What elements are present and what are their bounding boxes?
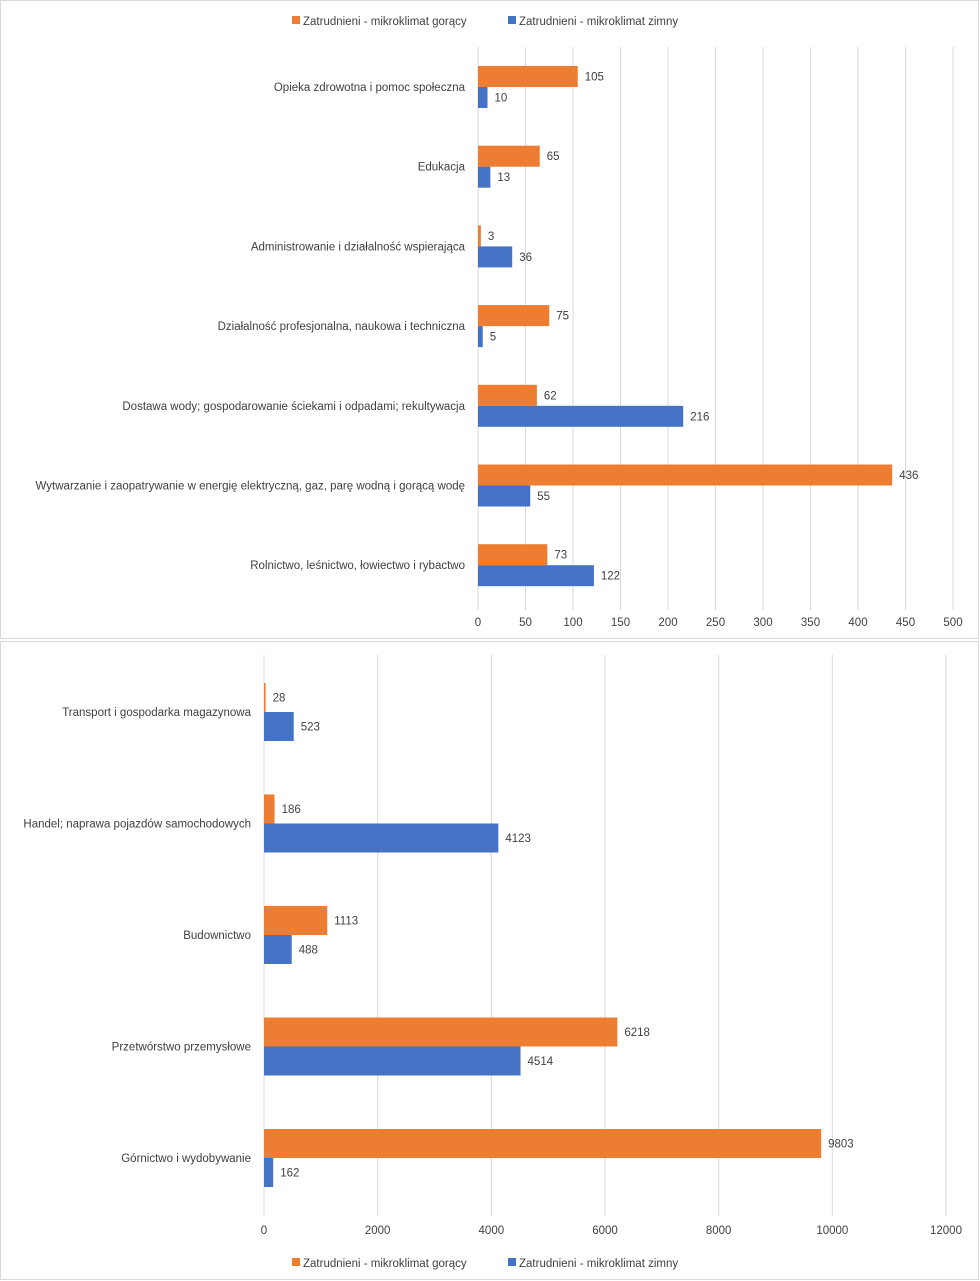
x-tick-label: 250	[706, 617, 725, 629]
x-tick-label: 300	[753, 617, 772, 629]
data-label: 3	[488, 231, 494, 243]
category-label: Działalność profesjonalna, naukowa i tec…	[218, 321, 466, 333]
x-tick-label: 0	[261, 1225, 267, 1237]
data-label: 13	[497, 172, 510, 184]
bar-hot	[478, 305, 550, 327]
bar-hot	[478, 66, 578, 87]
data-label: 62	[544, 390, 557, 402]
x-tick-label: 8000	[706, 1225, 732, 1237]
category-label: Dostawa wody; gospodarowanie ściekami i …	[122, 401, 465, 413]
x-tick-label: 350	[801, 617, 820, 629]
data-label: 4514	[528, 1056, 554, 1068]
x-tick-label: 50	[519, 617, 532, 629]
bar-hot	[478, 145, 540, 167]
category-label: Transport i gospodarka magazynowa	[62, 707, 251, 719]
x-tick-label: 450	[896, 617, 915, 629]
bar-hot	[264, 794, 275, 824]
bar-cold	[478, 246, 513, 268]
bar-hot	[478, 544, 548, 566]
bottom-chart-frame	[0, 641, 979, 1280]
data-label: 36	[519, 252, 532, 264]
legend-swatch-hot	[292, 1258, 300, 1266]
data-label: 4123	[505, 833, 531, 845]
x-tick-label: 150	[611, 617, 630, 629]
bar-hot	[264, 683, 266, 712]
bar-cold	[478, 87, 488, 108]
category-label: Opieka zdrowotna i pomoc społeczna	[274, 82, 466, 94]
category-label: Budownictwo	[183, 930, 251, 942]
x-tick-label: 10000	[816, 1225, 848, 1237]
data-label: 55	[537, 491, 550, 503]
x-tick-label: 400	[848, 617, 867, 629]
data-label: 186	[282, 804, 301, 816]
category-label: Rolnictwo, leśnictwo, łowiectwo i rybact…	[250, 560, 465, 572]
bar-hot	[478, 384, 537, 406]
data-label: 488	[299, 945, 318, 957]
x-tick-label: 500	[943, 617, 962, 629]
data-label: 5	[490, 332, 496, 344]
bar-cold	[264, 1158, 274, 1187]
data-label: 162	[280, 1168, 299, 1180]
data-label: 436	[899, 470, 918, 482]
bar-cold	[478, 166, 491, 188]
x-tick-label: 4000	[479, 1225, 505, 1237]
bar-hot	[264, 1129, 822, 1158]
bar-hot	[264, 1017, 618, 1047]
category-label: Górnictwo i wydobywanie	[121, 1153, 251, 1165]
data-label: 9803	[828, 1139, 854, 1151]
category-label: Przetwórstwo przemysłowe	[112, 1042, 251, 1054]
x-tick-label: 0	[475, 617, 481, 629]
data-label: 6218	[624, 1027, 650, 1039]
legend-swatch-cold	[508, 1258, 516, 1266]
x-tick-label: 100	[563, 617, 582, 629]
bar-cold	[478, 326, 483, 348]
x-tick-label: 2000	[365, 1225, 391, 1237]
data-label: 1113	[334, 916, 358, 928]
bar-hot	[478, 225, 481, 247]
bar-cold	[264, 823, 499, 853]
legend-label: Zatrudnieni - mikroklimat zimny	[519, 1258, 678, 1270]
category-label: Edukacja	[418, 162, 466, 174]
legend-swatch-hot	[292, 16, 300, 24]
bar-cold	[478, 405, 684, 427]
category-label: Wytwarzanie i zaopatrywanie w energię el…	[36, 481, 465, 493]
x-tick-label: 12000	[930, 1225, 962, 1237]
data-label: 65	[547, 151, 560, 163]
legend-label: Zatrudnieni - mikroklimat zimny	[519, 16, 678, 28]
data-label: 122	[601, 571, 620, 583]
bar-cold	[264, 1046, 521, 1076]
bar-cold	[478, 565, 594, 587]
bar-cold	[264, 712, 294, 741]
category-label: Handel; naprawa pojazdów samochodowych	[23, 819, 251, 831]
legend-label: Zatrudnieni - mikroklimat gorący	[303, 16, 467, 28]
x-tick-label: 200	[658, 617, 677, 629]
data-label: 216	[690, 411, 709, 423]
bar-cold	[478, 485, 531, 507]
data-label: 10	[495, 93, 508, 105]
data-label: 28	[273, 693, 286, 705]
data-label: 105	[585, 72, 604, 84]
data-label: 73	[554, 550, 567, 562]
bar-hot	[264, 906, 328, 935]
legend-label: Zatrudnieni - mikroklimat gorący	[303, 1258, 467, 1270]
bar-hot	[478, 464, 893, 486]
x-tick-label: 6000	[592, 1225, 618, 1237]
data-label: 523	[301, 722, 320, 734]
legend-swatch-cold	[508, 16, 516, 24]
bar-cold	[264, 935, 292, 964]
category-label: Administrowanie i działalność wspierając…	[251, 241, 466, 253]
data-label: 75	[556, 311, 569, 323]
